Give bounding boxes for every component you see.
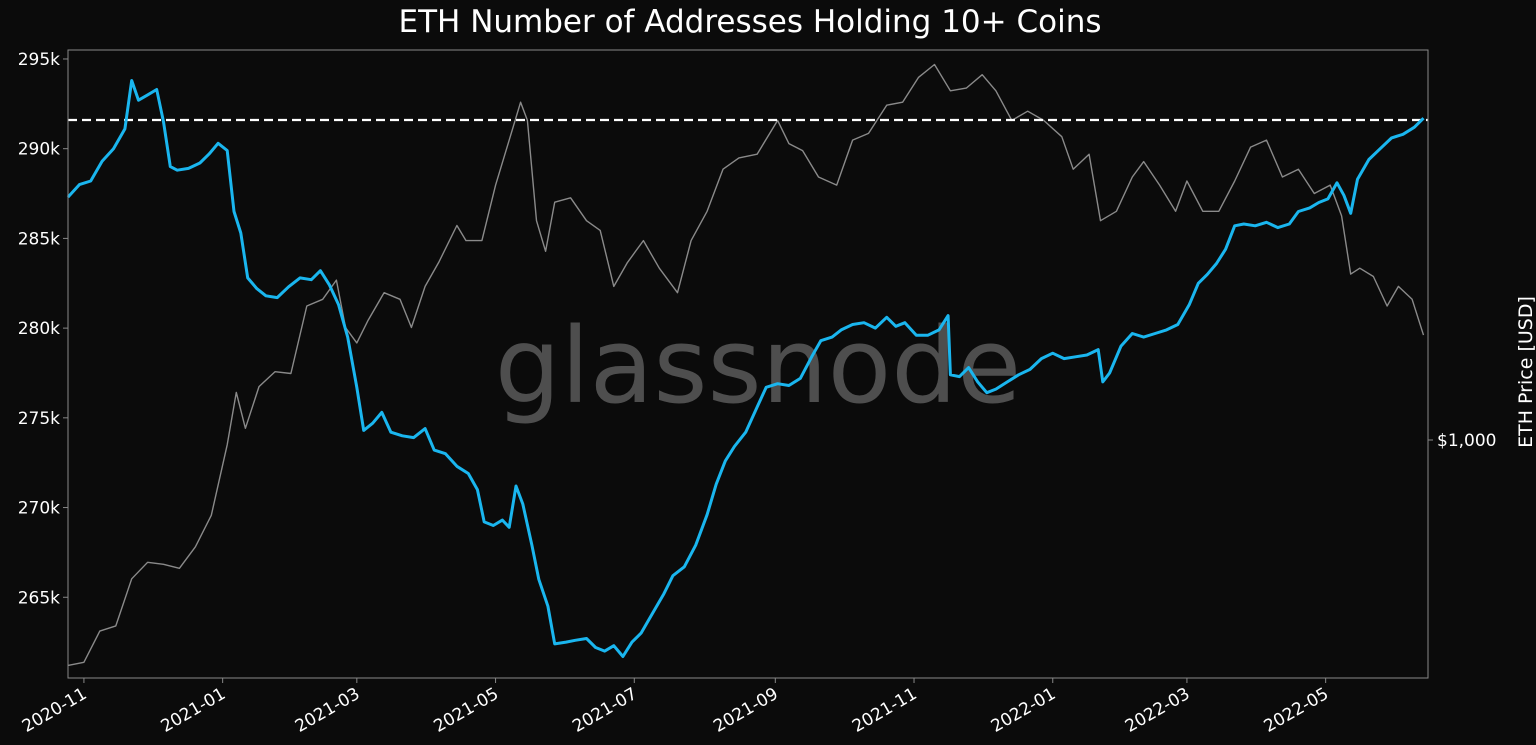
x-tick-label: 2021-03 — [292, 684, 364, 737]
price-series-line — [67, 63, 1425, 667]
chart-title: ETH Number of Addresses Holding 10+ Coin… — [398, 4, 1102, 40]
y2-tick-label: $1,000 — [1437, 431, 1496, 451]
y-tick-label: 295k — [18, 50, 60, 70]
plot-area — [68, 50, 1428, 678]
y-tick-label: 285k — [18, 229, 60, 249]
y-tick-label: 265k — [18, 588, 60, 608]
x-tick-label: 2021-07 — [569, 684, 641, 737]
y-tick-label: 275k — [18, 409, 60, 429]
x-tick-label: 2021-09 — [710, 684, 782, 737]
addresses-series-line — [66, 79, 1425, 658]
y-tick-label: 280k — [18, 319, 60, 339]
x-tick-label: 2022-01 — [988, 684, 1060, 737]
x-tick-label: 2021-01 — [158, 684, 230, 737]
x-tick-label: 2021-05 — [431, 684, 503, 737]
x-tick-label: 2021-11 — [849, 684, 921, 737]
axes-frame — [67, 49, 1429, 679]
y-tick-label: 290k — [18, 140, 60, 160]
x-tick-label: 2022-03 — [1122, 684, 1194, 737]
x-tick-label: 2022-05 — [1261, 684, 1333, 737]
y-tick-label: 270k — [18, 499, 60, 519]
x-tick-label: 2020-11 — [19, 684, 91, 737]
y2-axis-title: ETH Price [USD] — [1515, 296, 1536, 448]
